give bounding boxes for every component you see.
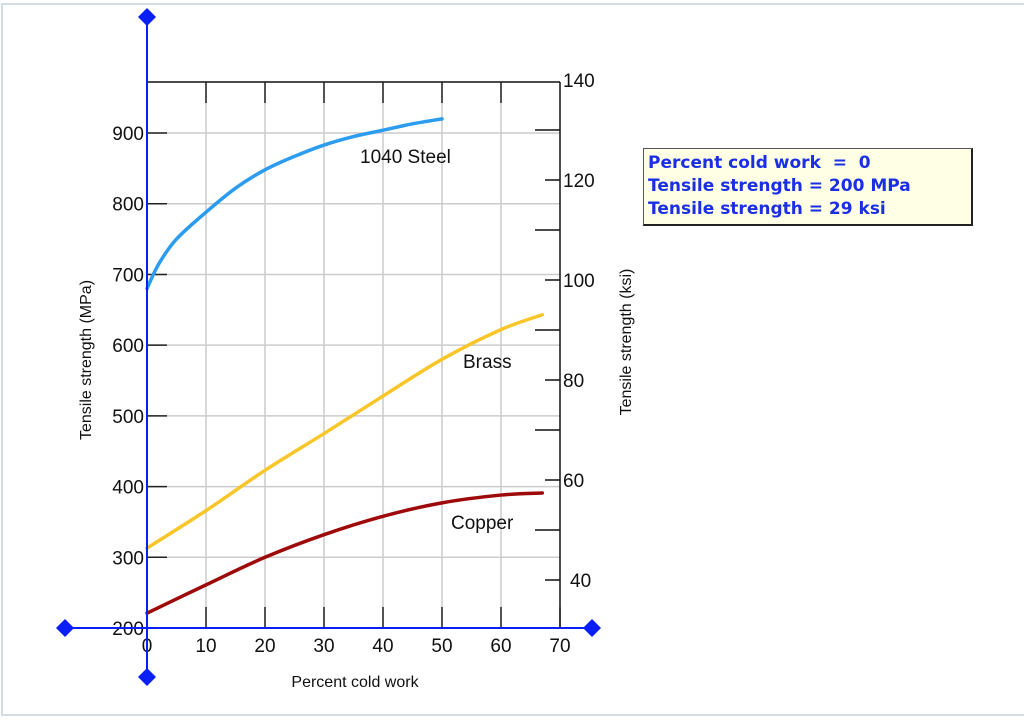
- readout-strength-ksi: Tensile strength = 29 ksi: [648, 199, 886, 219]
- y-axis-title-left: Tensile strength (MPa): [78, 280, 95, 440]
- x-tick-label: 10: [195, 636, 216, 657]
- y-tick-label-left: 700: [112, 265, 144, 286]
- grid-lines: [147, 82, 560, 628]
- y-tick-label-right: 80: [563, 371, 584, 392]
- data-curves: [145, 117, 545, 615]
- x-axis-title: Percent cold work: [291, 674, 419, 691]
- curve-copper: [145, 491, 545, 615]
- x-tick-label: 30: [313, 636, 334, 657]
- readout-box: Percent cold work = 0 Tensile strength =…: [643, 148, 973, 226]
- y-tick-label-left: 500: [112, 407, 144, 428]
- y-tick-label-left: 800: [112, 195, 144, 216]
- crosshair-cursor[interactable]: [56, 8, 601, 686]
- y-tick-label-right: 140: [563, 71, 595, 92]
- x-tick-label: 20: [254, 636, 275, 657]
- x-tick-label: 50: [431, 636, 452, 657]
- x-tick-label: 40: [372, 636, 393, 657]
- axis-ticks: 0102030405060702003004005006007008009004…: [112, 71, 594, 657]
- page-frame: [1, 3, 1024, 716]
- label-brass: Brass: [463, 352, 512, 373]
- y-tick-label-right: 60: [563, 471, 584, 492]
- x-tick-label: 70: [549, 636, 570, 657]
- label-copper: Copper: [451, 513, 514, 534]
- y-tick-label-left: 900: [112, 124, 144, 145]
- label-1040-steel: 1040 Steel: [360, 147, 451, 168]
- y-tick-label-left: 200: [112, 619, 144, 640]
- y-tick-label-left: 300: [112, 548, 144, 569]
- y-tick-label-left: 600: [112, 336, 144, 357]
- readout-cold-work: Percent cold work = 0: [648, 153, 871, 173]
- y-axis-title-right: Tensile strength (ksi): [618, 269, 635, 416]
- y-tick-label-right: 40: [570, 571, 591, 592]
- y-tick-label-right: 100: [563, 271, 595, 292]
- y-tick-label-left: 400: [112, 478, 144, 499]
- readout-strength-mpa: Tensile strength = 200 MPa: [648, 176, 911, 196]
- y-tick-label-right: 120: [563, 171, 595, 192]
- curve-brass: [145, 313, 545, 550]
- cursor-handle-top-icon[interactable]: [138, 8, 156, 26]
- cursor-handle-right-icon[interactable]: [583, 619, 601, 637]
- cursor-handle-left-icon[interactable]: [56, 619, 74, 637]
- curve-1040-steel: [145, 117, 444, 291]
- x-tick-label: 60: [490, 636, 511, 657]
- axis-labels: Percent cold work Tensile strength (MPa)…: [78, 147, 635, 691]
- cursor-handle-bottom-icon[interactable]: [138, 668, 156, 686]
